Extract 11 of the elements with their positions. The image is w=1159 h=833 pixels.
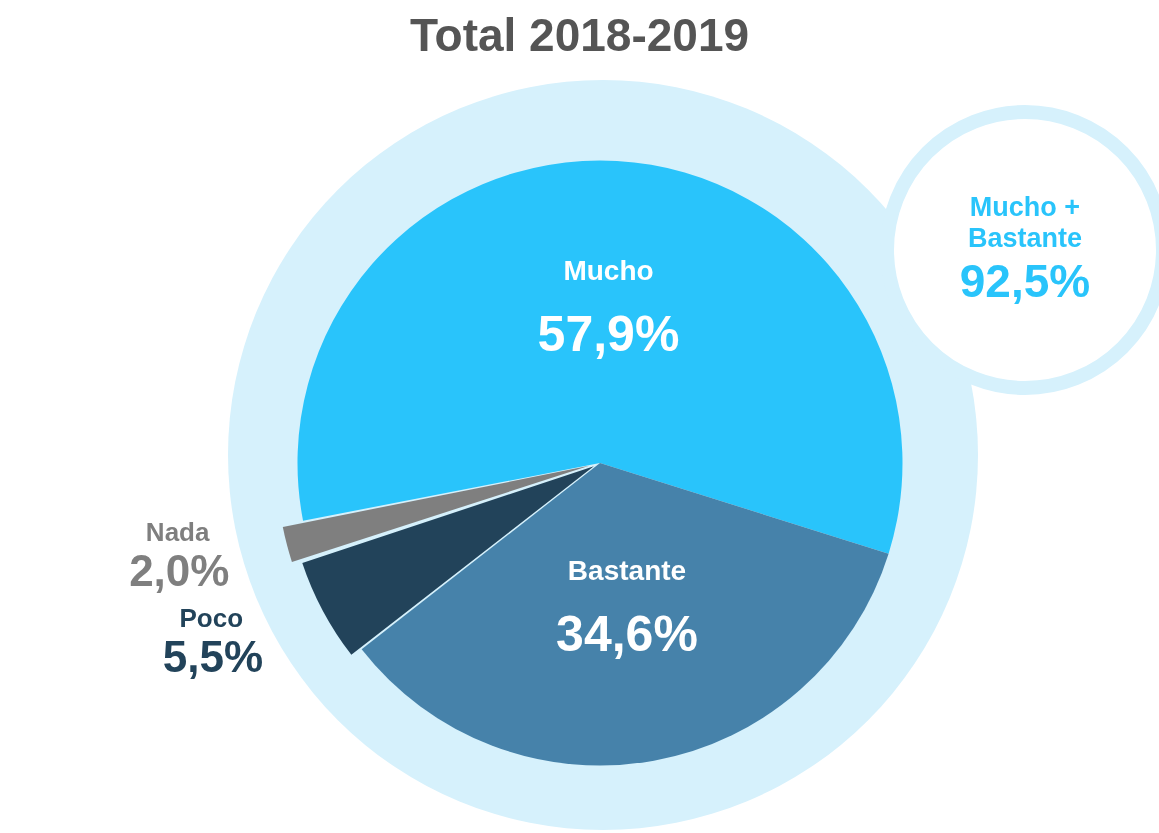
chart-title: Total 2018-2019 (408, 8, 751, 62)
slice-label: Nada (145, 517, 210, 548)
data-label: 5,5% (162, 632, 264, 682)
slice-label: Bastante (567, 554, 687, 586)
data-label: 57,9% (537, 305, 680, 362)
slice-label: Mucho (563, 254, 654, 286)
text: Mucho + Bastante (966, 191, 1083, 255)
slice-label: Poco (179, 603, 244, 634)
data-label: 34,6% (556, 605, 698, 662)
data-label: 2,0% (129, 546, 230, 596)
text: 92,5% (959, 254, 1091, 309)
